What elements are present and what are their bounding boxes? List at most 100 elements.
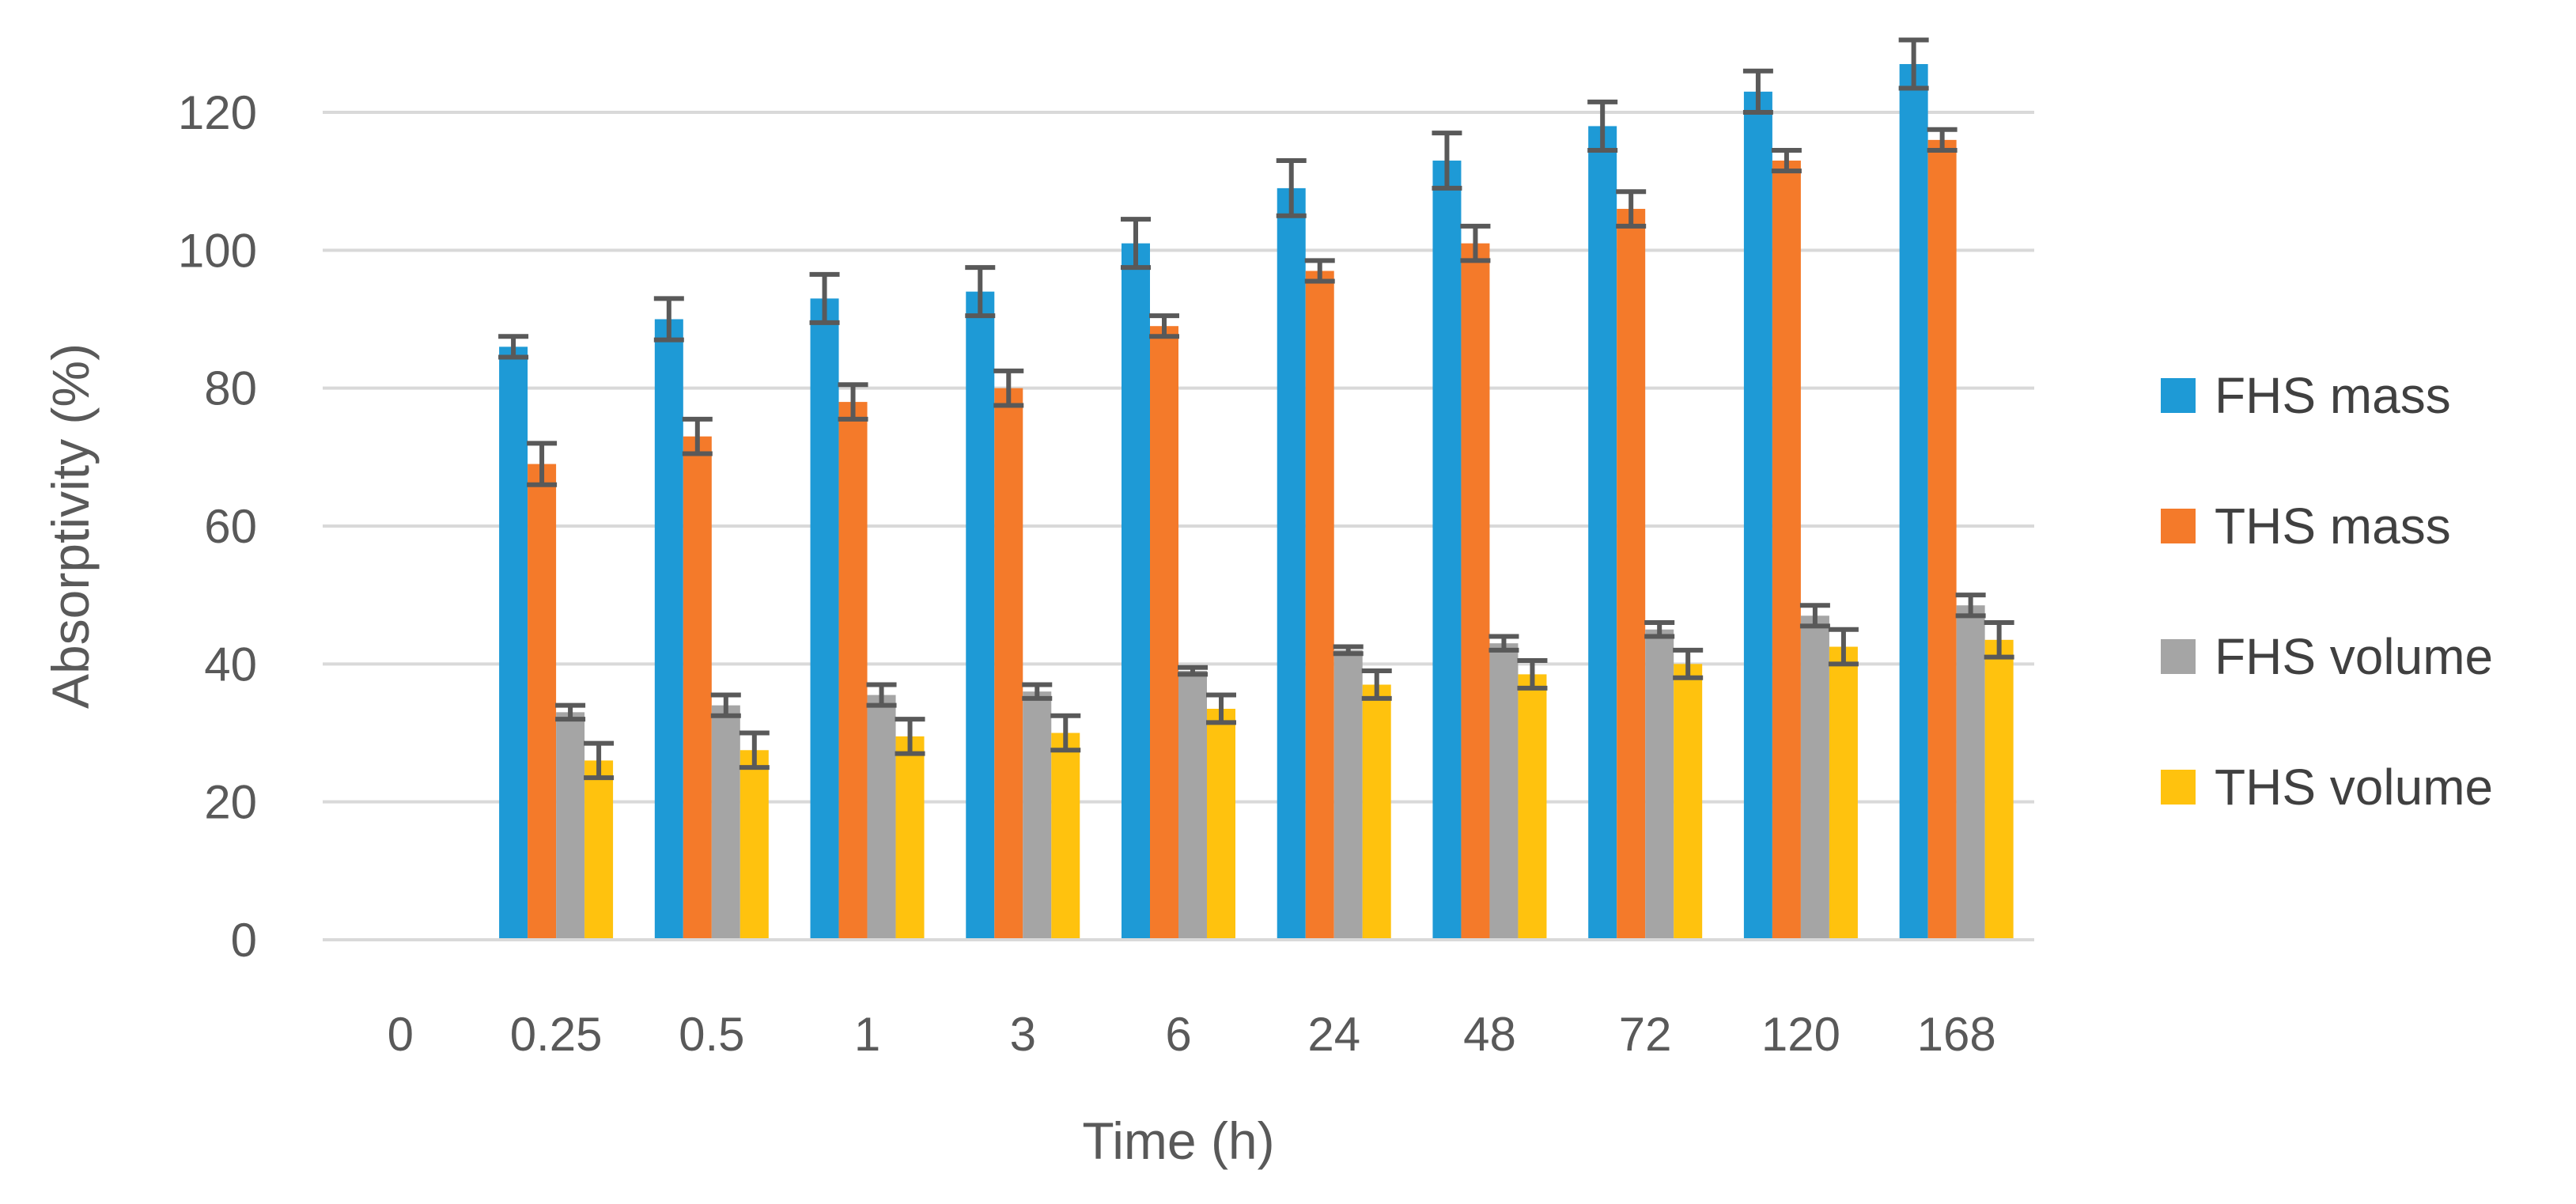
error-bar — [895, 717, 925, 756]
error-bar — [1206, 692, 1236, 725]
error-bar — [1587, 99, 1618, 153]
legend-label: THS mass — [2215, 498, 2451, 555]
x-tick-label: 168 — [1917, 1008, 1996, 1061]
legend-item-fhs-mass: FHS mass — [2161, 367, 2451, 424]
bar-fhs-volume-0.5 — [711, 705, 740, 940]
error-bar — [809, 271, 840, 325]
error-bar — [1304, 258, 1335, 284]
error-bar — [1771, 147, 1802, 174]
x-tick-label: 24 — [1307, 1008, 1360, 1061]
error-bar — [1955, 593, 1986, 619]
y-axis-ticks: 0 20 40 60 80 100 120 — [178, 86, 257, 967]
error-bar — [682, 416, 713, 456]
error-bar — [1488, 634, 1519, 653]
error-bar — [1898, 37, 1929, 91]
x-axis-title: Time (h) — [1082, 1111, 1274, 1170]
x-tick-label: 72 — [1619, 1008, 1672, 1061]
bar-ths-mass-1 — [838, 402, 868, 941]
bar-fhs-volume-6 — [1178, 671, 1207, 940]
error-bar — [965, 265, 996, 319]
y-tick-label: 60 — [204, 500, 257, 553]
legend-item-ths-volume: THS volume — [2161, 759, 2493, 816]
bar-ths-volume-3 — [1051, 733, 1080, 940]
error-bar — [1673, 647, 1704, 680]
bar-ths-volume-48 — [1518, 674, 1547, 940]
bar-ths-mass-0.5 — [683, 436, 712, 940]
error-bar — [1460, 223, 1491, 263]
x-tick-label: 1 — [854, 1008, 880, 1061]
error-bar — [1432, 131, 1462, 191]
error-bar — [555, 702, 586, 722]
error-bar — [1644, 620, 1675, 639]
bar-ths-volume-1 — [895, 736, 925, 940]
bar-ths-volume-168 — [1984, 639, 2014, 940]
bar-fhs-volume-120 — [1800, 615, 1829, 940]
bar-ths-mass-168 — [1927, 139, 1957, 940]
bar-ths-volume-0.5 — [740, 750, 769, 940]
bar-fhs-volume-3 — [1023, 691, 1052, 940]
bar-ths-mass-72 — [1617, 209, 1646, 940]
error-bar — [838, 382, 868, 422]
y-tick-label: 0 — [231, 914, 257, 967]
x-tick-label: 0.5 — [679, 1008, 744, 1061]
bars — [499, 63, 2014, 941]
bar-ths-volume-120 — [1829, 646, 1858, 940]
bar-fhs-volume-0.25 — [556, 712, 585, 940]
x-tick-label: 6 — [1165, 1008, 1191, 1061]
error-bar — [1984, 620, 2014, 660]
error-bar — [584, 740, 615, 781]
bar-fhs-mass-120 — [1743, 91, 1772, 941]
bar-ths-volume-24 — [1362, 684, 1391, 940]
bar-fhs-mass-0.5 — [654, 319, 683, 940]
y-tick-label: 20 — [204, 776, 257, 829]
error-bar — [527, 441, 558, 487]
error-bar — [710, 692, 741, 718]
error-bar — [1616, 189, 1647, 229]
x-tick-label: 48 — [1463, 1008, 1516, 1061]
x-tick-label: 0.25 — [510, 1008, 603, 1061]
bar-fhs-volume-168 — [1956, 605, 1985, 940]
error-bar — [1178, 664, 1208, 677]
x-tick-label: 0 — [388, 1008, 414, 1061]
error-bar — [1361, 668, 1392, 701]
error-bar — [866, 682, 897, 708]
bar-fhs-mass-24 — [1277, 187, 1306, 941]
bar-fhs-volume-24 — [1333, 649, 1363, 940]
bar-ths-volume-6 — [1207, 708, 1235, 940]
error-bar — [1149, 313, 1179, 339]
bar-ths-mass-0.25 — [528, 464, 557, 940]
bar-fhs-volume-1 — [867, 695, 896, 940]
bar-ths-mass-6 — [1150, 326, 1178, 940]
error-bar — [1742, 68, 1773, 115]
bar-ths-volume-0.25 — [584, 760, 614, 940]
x-axis-ticks: 0 0.25 0.5 1 3 6 24 48 72 120 168 — [388, 1008, 1996, 1061]
legend-swatch — [2161, 770, 2196, 805]
error-bar — [1333, 644, 1364, 657]
bar-ths-volume-72 — [1674, 664, 1703, 940]
error-bar — [498, 334, 529, 360]
y-tick-label: 100 — [178, 224, 257, 277]
legend-swatch — [2161, 509, 2196, 543]
error-bar — [739, 730, 770, 770]
legend-label: THS volume — [2215, 759, 2493, 816]
error-bar — [1276, 158, 1307, 218]
legend-label: FHS mass — [2215, 367, 2451, 424]
legend-swatch — [2161, 639, 2196, 674]
x-tick-label: 3 — [1010, 1008, 1036, 1061]
error-bar — [993, 368, 1024, 408]
x-tick-label: 120 — [1761, 1008, 1840, 1061]
error-bars — [498, 37, 2014, 781]
bar-fhs-mass-6 — [1122, 243, 1150, 940]
bar-fhs-mass-0.25 — [499, 346, 528, 940]
error-bar — [1517, 657, 1548, 691]
error-bar — [1828, 627, 1859, 667]
error-bar — [1799, 603, 1830, 629]
bar-fhs-mass-48 — [1432, 161, 1462, 940]
error-bar — [1121, 217, 1151, 271]
error-bar — [1050, 713, 1081, 753]
y-tick-label: 40 — [204, 638, 257, 691]
bar-fhs-mass-72 — [1588, 126, 1617, 940]
bar-fhs-volume-72 — [1645, 629, 1674, 940]
error-bar — [653, 296, 684, 343]
